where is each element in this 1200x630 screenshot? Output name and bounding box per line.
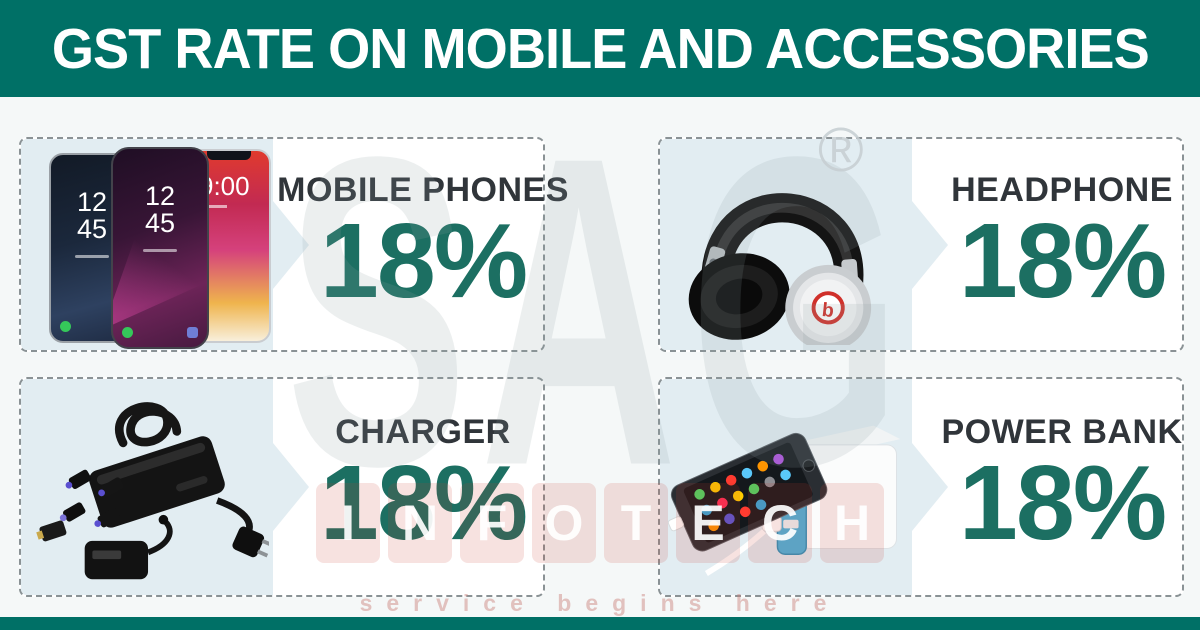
panel-arrow-icon [273,200,309,289]
phone-date-line [75,255,109,258]
gst-rate-value: 18% [958,444,1167,562]
ear-cup-right: b [785,264,872,345]
card-text: HEADPHONE 18% [948,139,1176,350]
charger-image-panel [21,379,273,595]
home-button [802,459,815,472]
product-label: MOBILE PHONES [277,170,569,209]
power-bank-image-panel [660,379,912,595]
card-headphone: b HEADPHONE 18% [658,137,1184,352]
mobile-phones-image: 12 45 12 45 9:00 [21,139,273,350]
gst-rate-value: 18% [319,201,528,320]
phone-notch [207,151,251,160]
footer-band [0,617,1200,630]
phone-galaxy-center: 12 45 [111,147,209,349]
phone-clock: 12 45 [113,183,207,237]
panel-arrow-icon [912,443,948,531]
gst-rate-value: 18% [958,201,1167,320]
usb-cable [704,529,766,576]
card-charger: CHARGER 18% [19,377,545,597]
power-brick [89,436,225,528]
clock-hours: 12 [76,187,108,217]
panel-arrow-icon [273,443,309,531]
clock-minutes: 45 [76,214,108,244]
product-label: POWER BANK [941,413,1183,451]
phone-date-line [201,205,227,208]
phone-date-line [143,249,177,252]
phone-call-icon [122,327,133,338]
headphone-image: b [688,193,872,345]
card-text: MOBILE PHONES 18% [277,139,568,350]
charger-image [36,402,269,580]
power-bank-image [668,425,901,576]
iphone [668,432,828,552]
gst-rate-value: 18% [319,444,528,562]
phone-camera-icon [187,327,198,338]
header-band: GST RATE ON MOBILE AND ACCESSORIES [0,0,1200,97]
product-label: HEADPHONE [951,170,1173,209]
mobile-phones-image-panel: 12 45 12 45 9:00 [21,139,273,350]
adapter-tips [36,469,124,542]
product-label: CHARGER [335,413,511,451]
phone-clock: 12 45 [51,189,133,243]
clock-hours: 12 [144,181,176,211]
beats-logo-letter: b [821,299,835,322]
panel-arrow-icon [912,200,948,289]
clock-minutes: 45 [144,208,176,238]
card-mobile-phones: 12 45 12 45 9:00 [19,137,568,352]
page-title: GST RATE ON MOBILE AND ACCESSORIES [51,16,1150,81]
beats-logo-ring [811,291,845,325]
ac-plug [232,526,269,558]
card-power-bank: POWER BANK 18% [658,377,1184,597]
lightning-plug [668,516,684,532]
card-text: CHARGER 18% [309,379,537,595]
cable-coil [115,402,182,448]
headphone-image-panel: b [660,139,912,350]
headband-pad [711,202,854,292]
app-icons [694,453,791,532]
mini-adapter [84,514,173,580]
card-text: POWER BANK 18% [941,379,1182,595]
phone-call-icon [60,321,71,332]
ear-cup-left [688,253,790,340]
